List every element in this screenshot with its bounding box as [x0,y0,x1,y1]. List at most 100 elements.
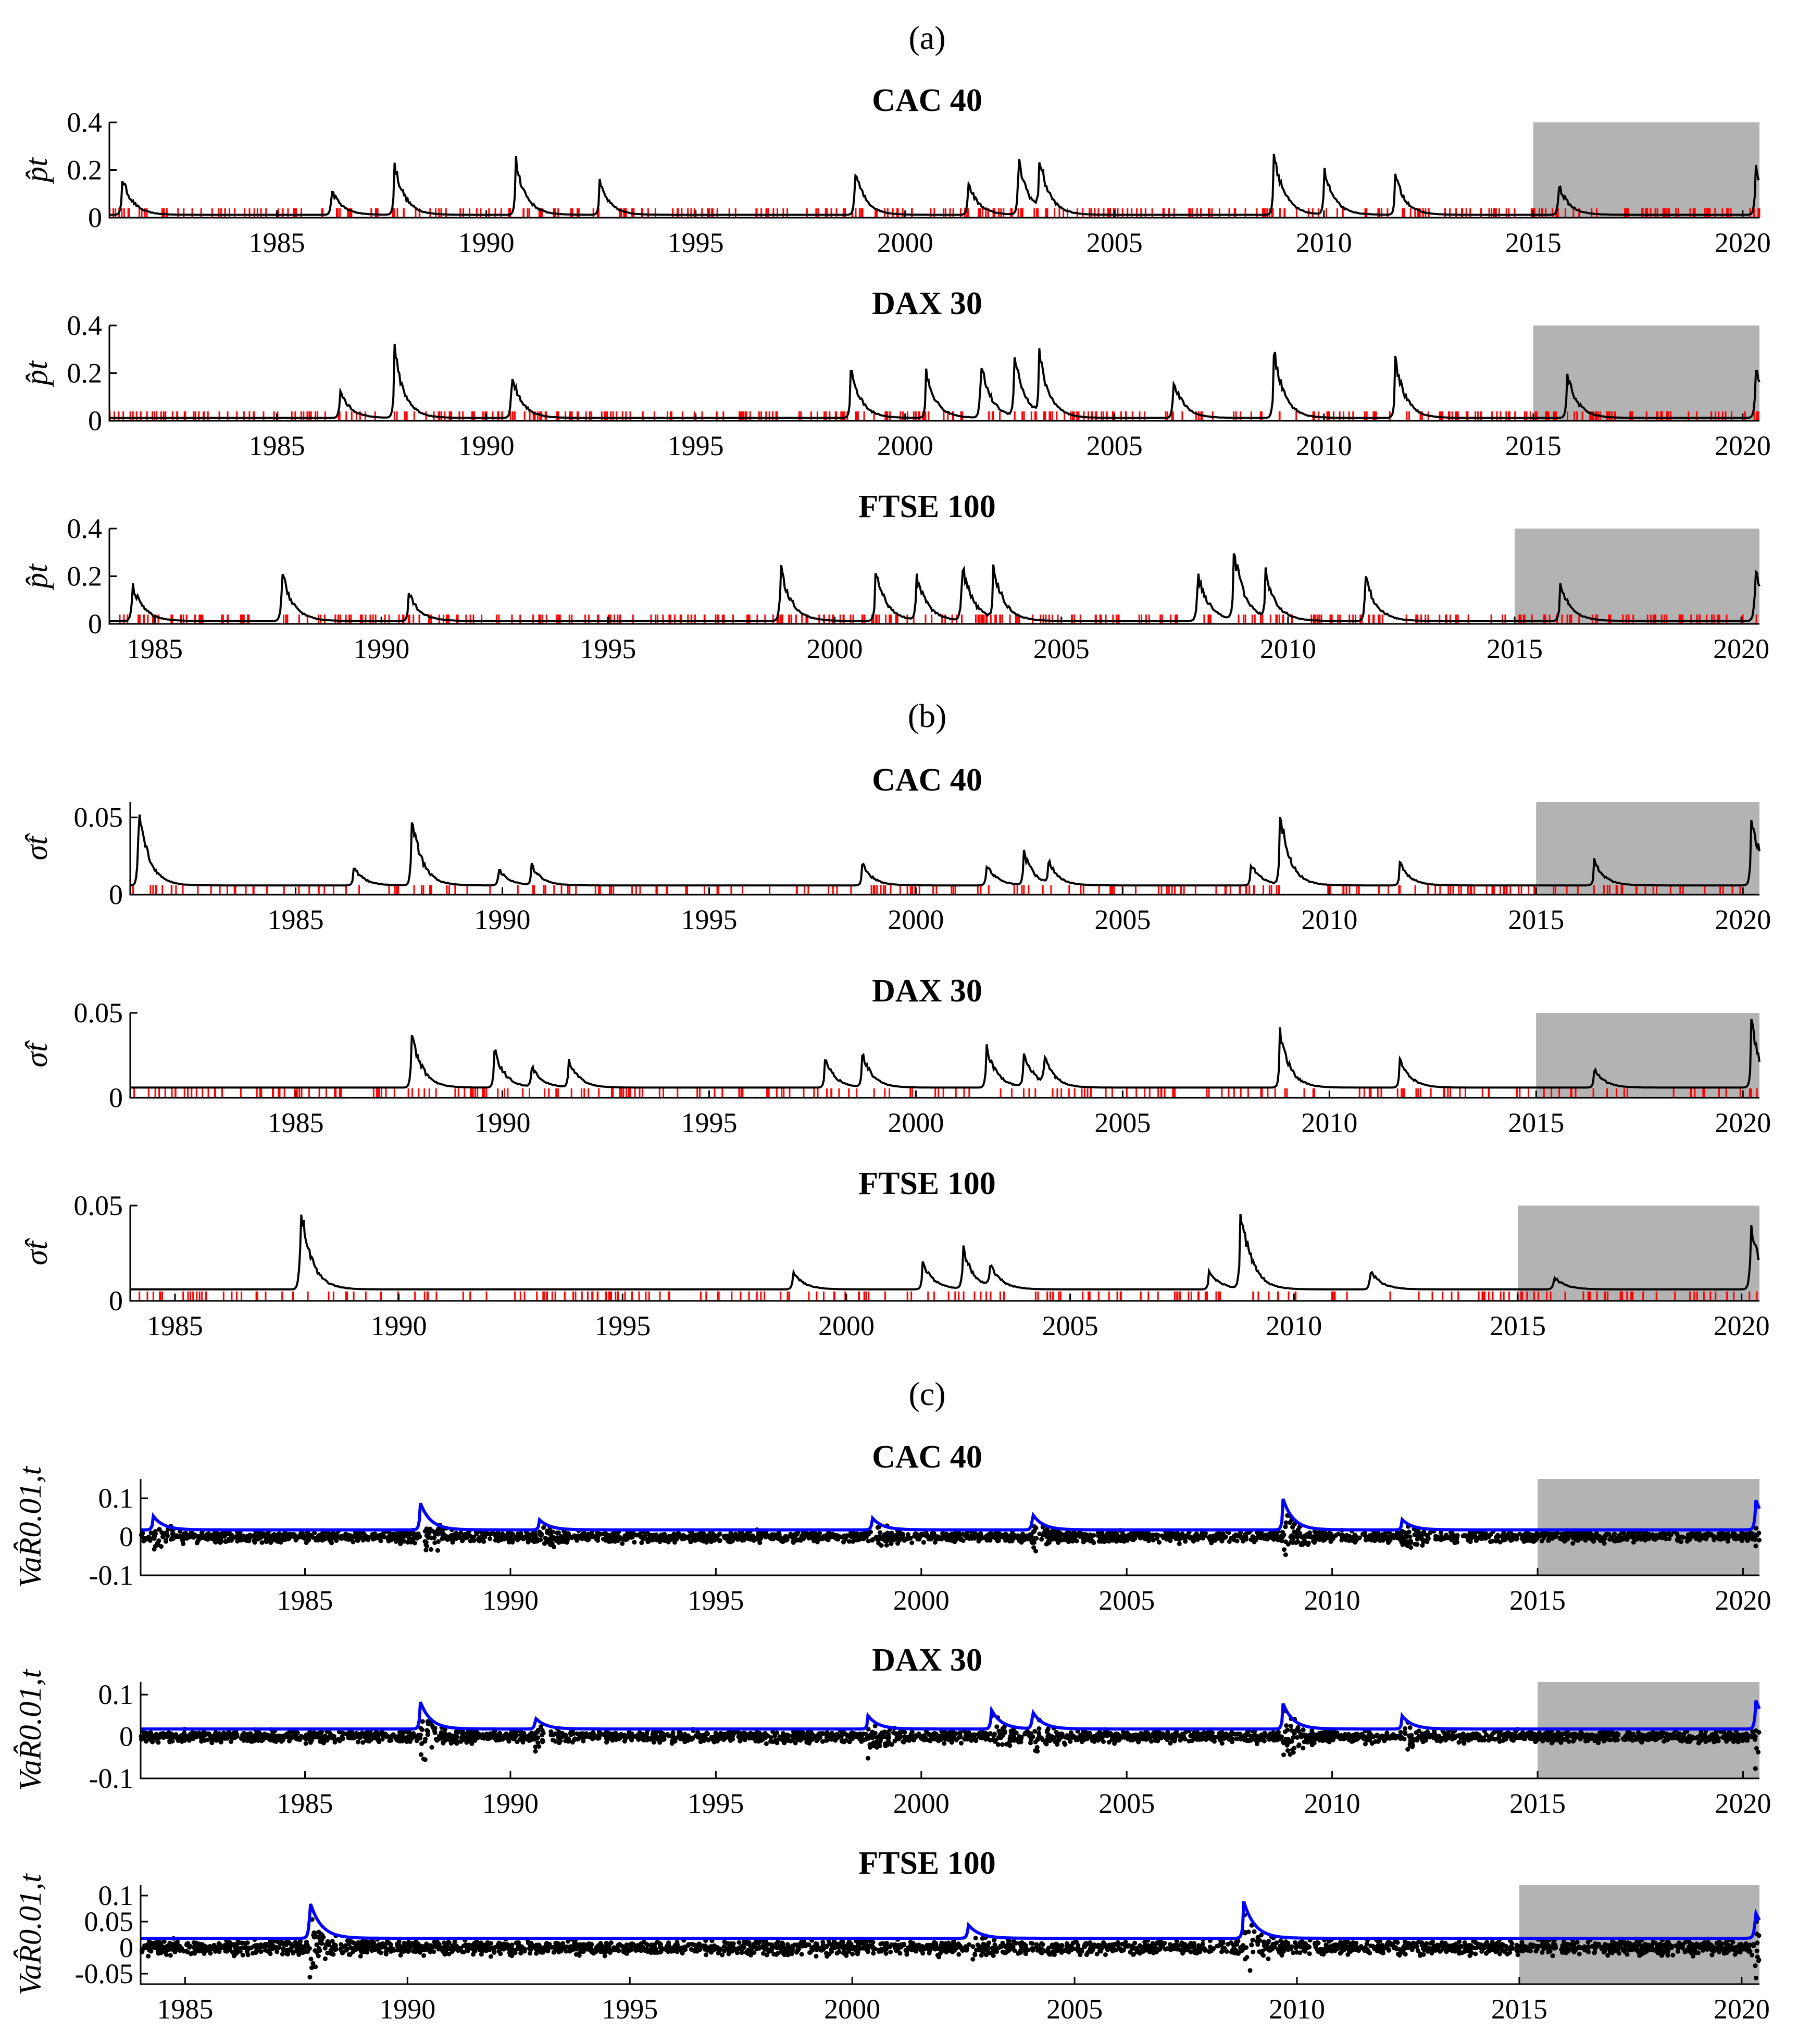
b-cac-ytick-label: 0 [109,879,123,910]
a-ftse-xtick-label: 2015 [1487,633,1543,664]
c-cac-var-line [141,1498,1761,1532]
c-cac-ytick-label: -0.1 [89,1560,133,1591]
subplot-b-ftse: FTSE 100 0 0.05 1985 1990 1995 2000 2005 2010 201… [19,1166,1770,1341]
a-ftse-xtick-label: 2010 [1260,633,1316,664]
c-ftse-xtick-label: 2005 [1046,1993,1103,2025]
c-ftse-title: FTSE 100 [858,1846,996,1881]
b-cac-y-label: σ̂t [19,833,54,861]
a-dax-xtick-label: 2020 [1715,430,1771,461]
c-dax-y-label: VaR̂0.01,t [13,1669,47,1791]
a-dax-title: DAX 30 [872,286,982,321]
subplot-c-dax: DAX 30 0.1 0 -0.1 1985 1990 1995 2000 2005 2010 20… [13,1642,1771,1819]
a-ftse-xtick-label: 2005 [1033,633,1090,664]
b-cac-xtick-label: 2000 [888,904,944,935]
c-cac-xtick-label: 2010 [1304,1585,1360,1616]
b-dax-y-label: σ̂t [19,1040,54,1068]
a-dax-shaded-region [1533,325,1759,421]
c-cac-shaded-region [1538,1479,1759,1575]
b-ftse-title: FTSE 100 [858,1166,996,1201]
a-dax-xtick-label: 1995 [668,430,724,461]
b-dax-xtick-label: 2015 [1508,1107,1564,1138]
c-cac-ytick-label: 0 [119,1521,133,1552]
a-cac-xtick-label: 2015 [1505,227,1562,258]
c-ftse-xtick-label: 1985 [157,1993,213,2025]
a-cac-xtick-label: 1985 [249,227,305,258]
b-dax-xtick-label: 2010 [1301,1107,1357,1138]
c-cac-xtick-label: 1995 [688,1585,744,1616]
c-ftse-shaded-region [1519,1885,1759,1984]
c-dax-xtick-label: 2005 [1098,1788,1155,1819]
a-cac-ytick-label: 0.4 [67,107,103,138]
c-ftse-ytick-label: -0.05 [75,1958,133,1989]
a-dax-ytick-label: 0.4 [67,310,103,341]
a-cac-xtick-label: 2005 [1087,227,1143,258]
a-cac-series-line [109,154,1760,216]
b-cac-xtick-label: 2015 [1508,904,1564,935]
a-cac-y-label: p̂t [19,157,54,184]
a-cac-axes [108,122,1759,219]
a-dax-xtick-label: 2015 [1505,430,1562,461]
subplot-c-cac: CAC 40 0.1 0 -0.1 1985 1990 1995 2000 2005 2010 20… [13,1439,1771,1616]
b-dax-axes [129,1013,1759,1099]
b-ftse-y-label: σ̂t [19,1238,54,1265]
b-cac-xtick-label: 1985 [268,904,324,935]
a-ftse-xtick-label: 2020 [1713,633,1769,664]
b-cac-ytick-label: 0.05 [74,802,123,833]
c-dax-title: DAX 30 [872,1642,982,1678]
b-dax-shaded-region [1536,1013,1759,1098]
a-ftse-y-label: p̂t [19,563,54,591]
a-ftse-shaded-region [1515,529,1759,624]
b-dax-xtick-label: 1990 [475,1107,531,1138]
a-dax-xtick-label: 1985 [249,430,305,461]
a-ftse-exceedance-markers [119,615,1757,624]
a-dax-xtick-label: 1990 [458,430,515,461]
b-cac-xtick-label: 2005 [1094,904,1151,935]
a-dax-xtick-label: 2000 [877,430,933,461]
b-dax-xtick-label: 1985 [268,1107,324,1138]
c-ftse-var-line [141,1901,1761,1940]
c-dax-var-line [141,1700,1761,1731]
b-dax-series-line [130,1019,1760,1089]
b-cac-shaded-region [1536,802,1759,895]
c-dax-xtick-label: 2015 [1509,1788,1566,1819]
b-dax-ytick-label: 0 [109,1082,123,1113]
a-dax-series-line [109,344,1760,419]
b-cac-axes [129,802,1759,896]
c-cac-axes [140,1479,1759,1576]
b-ftse-xtick-label: 2015 [1490,1310,1546,1341]
c-dax-ytick-label: 0.1 [98,1679,134,1710]
subplot-a-cac: CAC 40 0 0.2 0.4 1985 1990 1995 2000 2005 2010 201… [19,83,1771,258]
panel-a-label: (a) [908,19,945,56]
b-ftse-xtick-label: 2020 [1714,1310,1770,1341]
a-ftse-xtick-label: 1990 [353,633,409,664]
a-ftse-xtick-label: 2000 [807,633,863,664]
a-cac-title: CAC 40 [872,83,982,118]
c-cac-xtick-label: 2005 [1098,1585,1155,1616]
a-cac-ytick-label: 0 [88,202,102,233]
subplot-b-dax: DAX 30 0 0.05 1985 1990 1995 2000 2005 2010 2015 2… [19,973,1771,1138]
c-cac-title: CAC 40 [872,1439,982,1475]
panel-b-label: (b) [908,697,947,734]
c-ftse-xtick-label: 2020 [1714,1993,1770,2025]
c-dax-xtick-label: 2010 [1304,1788,1360,1819]
c-ftse-axes [140,1885,1759,1985]
a-ftse-ytick-label: 0 [88,608,102,639]
b-cac-xtick-label: 1990 [475,904,531,935]
b-ftse-xtick-label: 2000 [818,1310,875,1341]
a-cac-ytick-label: 0.2 [67,155,103,186]
b-dax-title: DAX 30 [872,973,982,1009]
b-dax-ytick-label: 0.05 [74,997,123,1029]
a-dax-xtick-label: 2005 [1087,430,1143,461]
b-ftse-xtick-label: 1990 [371,1310,427,1341]
c-ftse-xtick-label: 2010 [1269,1993,1325,2025]
a-cac-xtick-label: 2000 [877,227,933,258]
a-cac-xtick-label: 2020 [1715,227,1771,258]
subplot-c-ftse: FTSE 100 0.10.050-0.05 1985 1990 1995 2000 200… [13,1846,1770,2025]
c-dax-return-dots [139,1709,1762,1771]
a-ftse-axes [108,529,1759,625]
c-ftse-y-label: VaR̂0.01,t [13,1873,47,1996]
c-ftse-return-dots [139,1912,1762,1980]
c-cac-xtick-label: 2015 [1509,1585,1566,1616]
b-ftse-series-line [130,1213,1760,1291]
a-ftse-series-line [109,553,1760,622]
